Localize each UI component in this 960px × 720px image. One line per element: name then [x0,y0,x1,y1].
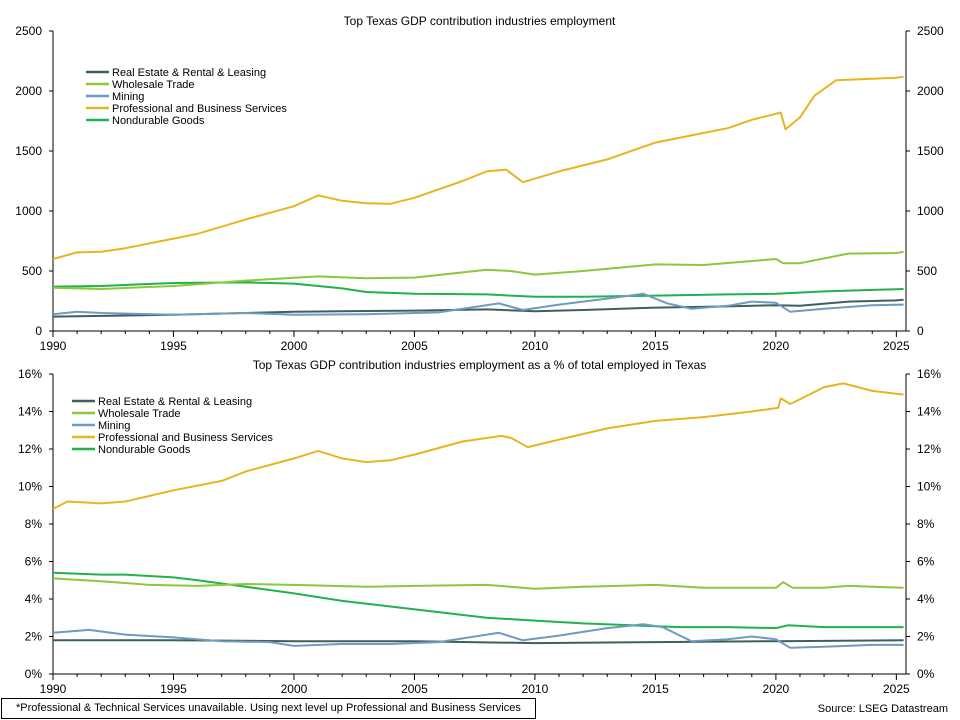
series-line-3 [52,623,904,649]
legend-label: Real Estate & Rental & Leasing [112,67,266,79]
y-tick-label: 500 [22,264,42,278]
chart-panel-2: Top Texas GDP contribution industries em… [18,358,941,696]
footnote: *Professional & Technical Services unava… [1,698,536,719]
y-tick-label-right: 0% [917,667,935,681]
x-tick-label: 2025 [883,682,910,696]
y-tick-label-right: 1500 [917,144,944,158]
y-tick-label: 14% [18,405,42,419]
x-tick-label: 2000 [281,682,308,696]
legend: Real Estate & Rental & LeasingWholesale … [86,67,287,127]
legend-label: Mining [98,420,130,432]
x-tick-label: 2005 [401,682,428,696]
x-tick-label: 1990 [40,339,67,353]
legend-label: Professional and Business Services [98,432,273,444]
x-tick-label: 2015 [642,339,669,353]
y-tick-label: 0 [35,324,42,338]
y-tick-label: 2500 [15,24,42,38]
series-line-1 [53,639,904,645]
y-tick-label: 2% [25,630,43,644]
y-tick-label: 4% [25,592,43,606]
chart-panel-1: Top Texas GDP contribution industries em… [15,14,944,353]
source-label: Source: LSEG Datastream [817,703,948,715]
series-line-5 [52,571,904,630]
y-tick-label-right: 500 [917,264,937,278]
x-tick-label: 1990 [40,682,67,696]
y-tick-label-right: 6% [917,555,935,569]
legend-label: Mining [112,91,144,103]
y-tick-label: 16% [18,367,42,381]
y-tick-label-right: 0 [917,324,924,338]
x-tick-label: 2000 [281,339,308,353]
y-tick-label-right: 10% [917,480,941,494]
legend-label: Wholesale Trade [98,408,181,420]
y-tick-label: 10% [18,480,42,494]
x-tick-label: 2020 [763,682,790,696]
legend-label: Wholesale Trade [112,79,195,91]
y-tick-label: 12% [18,442,42,456]
y-tick-label: 6% [25,555,43,569]
y-tick-label: 2000 [15,84,42,98]
legend-label: Nondurable Goods [98,444,191,456]
y-tick-label-right: 2000 [917,84,944,98]
series-line-2 [52,577,904,590]
legend-label: Real Estate & Rental & Leasing [98,396,252,408]
x-tick-label: 2020 [763,339,790,353]
y-tick-label-right: 12% [917,442,941,456]
y-tick-label: 1500 [15,144,42,158]
y-tick-label-right: 8% [917,517,935,531]
y-tick-label-right: 14% [917,405,941,419]
x-tick-label: 2005 [401,339,428,353]
chart-title: Top Texas GDP contribution industries em… [344,14,616,28]
y-tick-label-right: 1000 [917,204,944,218]
y-tick-label: 1000 [15,204,42,218]
x-tick-label: 1995 [160,682,187,696]
y-tick-label-right: 4% [917,592,935,606]
legend: Real Estate & Rental & LeasingWholesale … [72,396,273,456]
x-tick-label: 2010 [522,682,549,696]
x-tick-label: 2025 [883,339,910,353]
y-tick-label: 0% [25,667,43,681]
x-tick-label: 1995 [160,339,187,353]
x-tick-label: 2015 [642,682,669,696]
legend-label: Nondurable Goods [112,115,205,127]
legend-label: Professional and Business Services [112,103,287,115]
y-tick-label-right: 2500 [917,24,944,38]
series-line-2 [52,250,904,290]
y-tick-label-right: 16% [917,367,941,381]
x-tick-label: 2010 [522,339,549,353]
chart-title: Top Texas GDP contribution industries em… [253,358,707,372]
series-line-4 [52,382,904,510]
series-line-3 [52,292,904,316]
y-tick-label: 8% [25,517,43,531]
series-line-1 [52,298,904,318]
y-tick-label-right: 2% [917,630,935,644]
series-line-4 [52,75,904,260]
